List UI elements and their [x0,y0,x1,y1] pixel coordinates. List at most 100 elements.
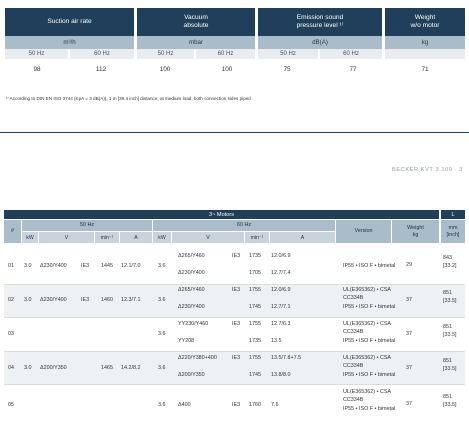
freq-weight-blank [385,49,465,59]
unit-label: kg [421,39,429,46]
cell-kw60: 3.6 [158,365,166,371]
cell-version: UL(E365362) • CSA [343,355,392,361]
cell-weight: 29 [406,262,412,268]
cell-ie50: IE3 [81,297,90,303]
cell-rpm60: 1760 [249,402,261,408]
header-label: Weight w/o motor [410,13,440,29]
cell-inch: [33.5] [443,332,457,338]
sub-rpm-60: min⁻¹ [245,232,269,243]
cell-rpm60: 1705 [249,270,261,276]
freq-50-sound: 50 Hz [258,49,318,59]
cell-a60: 12.0/6.9 [271,287,291,293]
col-mm: mm [inch] [441,220,465,243]
unit-sound: dB(A) [258,36,382,49]
cell-number: 04 [8,365,14,371]
value-weight: 71 [421,66,429,73]
freq-label: 50 Hz [280,51,296,57]
freq-50-vacuum: 50 Hz [137,49,194,59]
col-60hz: 60 Hz [153,220,335,231]
cell-a60: 12.7/6.3 [271,321,291,327]
cell-weight: 37 [406,365,412,371]
motors-title-label: 3~ Motors [208,211,235,218]
unit-weight: kg [385,36,465,49]
sub-label: kW [158,234,166,241]
row-stripe [4,284,465,317]
cell-a60: 13.5/7.8+7.5 [271,355,302,361]
cell-mm: 851 [443,394,452,400]
cell-v50: Δ200/Y350 [40,365,67,371]
freq-label: 60 Hz [217,51,234,57]
cell-a60: 13.5 [271,338,282,344]
cell-v50: Δ230/Y400 [40,263,67,269]
section-divider [0,132,469,133]
freq-label: 60 Hz [343,51,359,57]
cell-version: UL(E365362) • CSA [343,321,392,327]
length-header: L [441,210,465,219]
cell-rpm60: 1735 [249,253,261,259]
value-suction-50: 98 [33,66,41,73]
unit-label: m³/h [63,39,76,46]
freq-label: 50 Hz [157,51,174,57]
sub-label: min⁻¹ [250,234,264,241]
cell-number: 01 [8,263,14,269]
cell-mm: 843 [443,255,452,261]
col-50hz: 50 Hz [22,220,152,231]
cell-ie50: IE3 [81,263,90,269]
value-vacuum-50: 100 [159,66,171,73]
freq-60-vacuum: 60 Hz [196,49,255,59]
cell-kw50: 3.0 [24,297,32,303]
cell-weight: 37 [406,331,412,337]
cell-ie60: IE3 [232,402,241,408]
cell-inch: [33.5] [443,298,457,304]
cell-kw60: 3.6 [158,402,166,408]
cell-weight: 37 [406,297,412,303]
col-50hz-label: 50 Hz [79,222,95,229]
cell-version: IP55 • ISO F • bimetal [343,263,396,269]
cell-version: UL(E365362) • CSA [343,287,392,293]
cell-a60: 12.7/7.1 [271,304,291,310]
cell-mm: 851 [443,358,452,364]
cell-mm: 851 [443,324,452,330]
cell-number: 03 [8,331,14,337]
cell-ie60: IE3 [232,355,241,361]
cell-version: IP55 • ISO F • bimetal [343,372,396,378]
cell-ie60: IE3 [232,321,241,327]
cell-rpm60: 1755 [249,321,261,327]
cell-rpm60: 1735 [249,338,261,344]
cell-v60: Δ200/Y350 [178,372,205,378]
value-sound-60: 77 [349,66,357,73]
top-header-sound: Emission sound pressure level ¹⁾ [258,8,382,36]
sub-rpm-50: min⁻¹ [95,232,119,243]
sub-label: A [134,234,138,241]
cell-v60: Δ230/Y400 [178,304,205,310]
col-hash-label: # [11,228,14,235]
cell-a50: 12.3/7.1 [121,297,141,303]
value-suction-60: 112 [95,66,107,73]
footnote: ¹⁾ According to DIN EN ISO 3744 (KpA = 3… [6,96,251,101]
sub-label: A [300,234,305,241]
cell-v60: Δ400 [178,402,191,408]
cell-version: CC334B [343,329,364,335]
sub-label: V [64,234,69,241]
cell-version: CC334B [343,363,364,369]
cell-version: UL(E365362) • CSA [343,389,392,395]
header-label: Emission sound pressure level ¹⁾ [296,13,344,29]
header-label: Vacuum absolute [183,13,209,29]
sub-label: V [206,234,210,241]
cell-v60: YY230/Y460 [178,321,209,327]
cell-rpm60: 1745 [249,372,261,378]
freq-50-suction: 50 Hz [5,49,68,59]
cell-mm: 851 [443,290,452,296]
cell-v60: Δ265/Y460 [178,287,205,293]
col-version-label: Version [354,228,373,235]
top-header-suction: Suction air rate [5,8,134,36]
cell-version: CC334B [343,295,364,301]
cell-inch: [33.5] [443,402,457,408]
cell-a60: 12.0/6.9 [271,253,291,259]
cell-kw50: 3.0 [24,263,32,269]
col-hash: # [4,220,21,243]
sub-label: min⁻¹ [100,234,114,241]
cell-rpm50: 1445 [101,263,113,269]
sub-v-60: V [172,232,244,243]
unit-suction: m³/h [5,36,134,49]
